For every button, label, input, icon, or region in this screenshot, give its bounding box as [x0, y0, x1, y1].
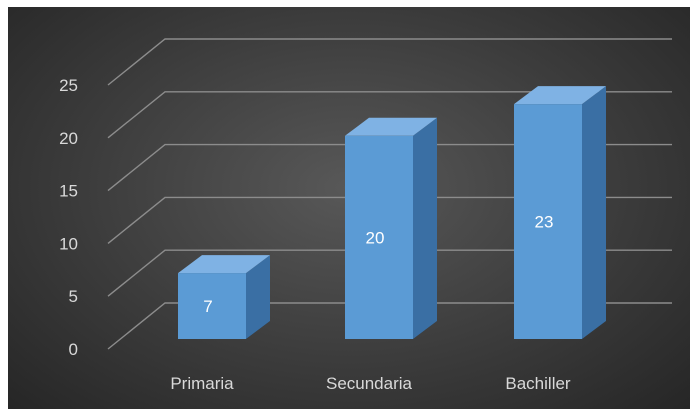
gridline [107, 38, 672, 86]
bars: 7 20 23 [178, 86, 606, 340]
x-category-label: Bachiller [505, 374, 571, 393]
y-tick-label: 10 [59, 234, 78, 253]
bar: 20 [345, 117, 437, 339]
gridlines [107, 38, 672, 350]
bar: 23 [514, 86, 606, 340]
y-tick-label: 15 [59, 182, 78, 201]
bar-front [514, 104, 582, 340]
gridline [107, 196, 672, 244]
bar-side [246, 255, 270, 339]
bar-front [345, 135, 413, 339]
gridline [107, 302, 672, 350]
y-tick-label: 25 [59, 76, 78, 95]
bar-top [345, 117, 437, 136]
bar-top [514, 86, 606, 105]
chart-area: 0 5 10 15 20 25 7 20 23 Primaria Secundaria Bachi… [8, 7, 690, 409]
bar-side [582, 86, 606, 340]
gridline [107, 249, 672, 297]
x-category-label: Secundaria [326, 374, 413, 393]
data-label: 20 [366, 228, 385, 247]
y-axis-ticks: 0 5 10 15 20 25 [59, 76, 78, 359]
y-tick-label: 20 [59, 129, 78, 148]
data-label: 7 [203, 297, 212, 316]
x-axis-categories: Primaria Secundaria Bachiller [170, 374, 571, 393]
x-category-label: Primaria [170, 374, 234, 393]
data-label: 23 [535, 213, 554, 232]
bar: 7 [178, 255, 270, 339]
y-tick-label: 0 [69, 340, 78, 359]
bar-chart-3d: 0 5 10 15 20 25 7 20 23 Primaria Secundaria Bachi… [59, 38, 672, 393]
y-tick-label: 5 [69, 287, 78, 306]
bar-front [178, 273, 246, 339]
bar-top [178, 255, 270, 274]
gridline [107, 91, 672, 139]
bar-side [413, 117, 437, 339]
gridline [107, 143, 672, 192]
